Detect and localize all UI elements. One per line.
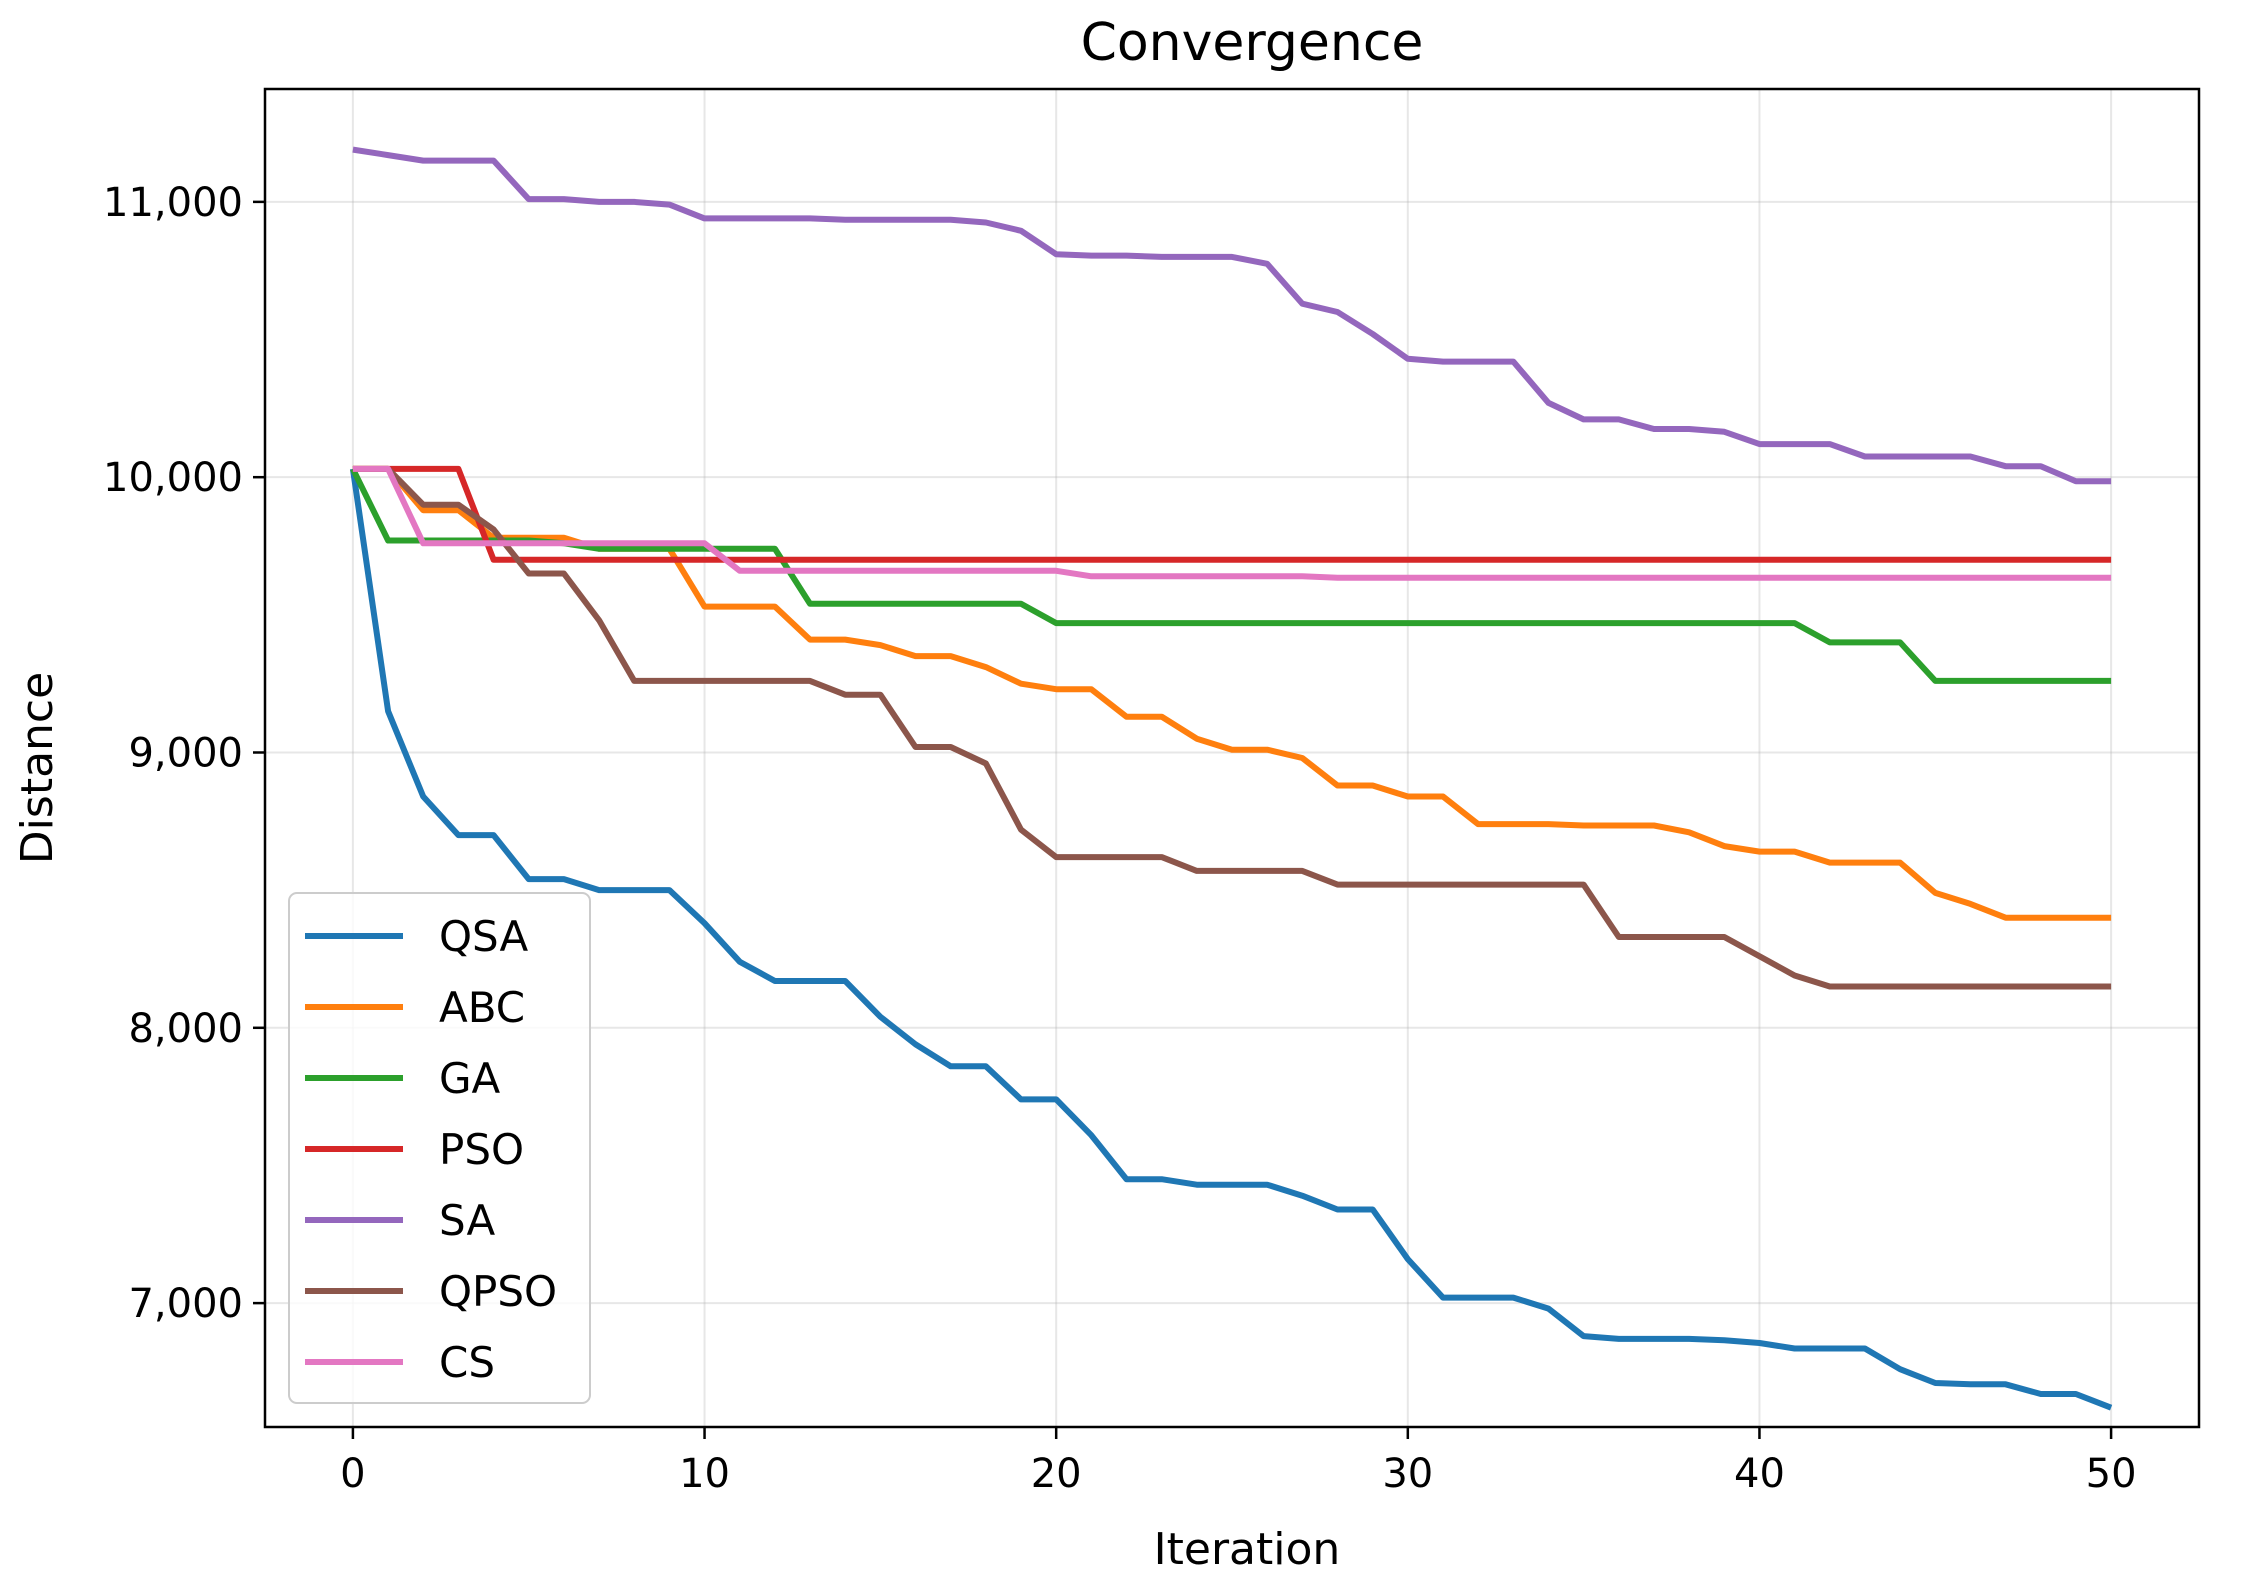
plot-lines [349, 146, 2113, 1411]
y-tick-label: 7,000 [128, 1281, 243, 1327]
y-tick-label: 11,000 [103, 180, 243, 226]
y-tick-label: 10,000 [103, 455, 243, 501]
legend-label-qpso: QPSO [439, 1267, 557, 1316]
plot-frame [263, 87, 2201, 1429]
legend-label-cs: CS [439, 1338, 495, 1387]
series-line-qsa [349, 468, 2113, 1411]
series-line-sa [352, 146, 2112, 485]
series-line-qpso [352, 465, 2112, 990]
x-tick-label: 50 [2086, 1451, 2137, 1497]
x-tick-label: 20 [1031, 1451, 1082, 1497]
legend-label-abc: ABC [439, 983, 525, 1032]
series-line-ga [350, 467, 2112, 684]
x-tick-label: 0 [340, 1451, 365, 1497]
legend-label-ga: GA [439, 1054, 501, 1103]
series-line-pso [352, 465, 2112, 563]
legend-label-qsa: QSA [439, 912, 528, 961]
y-tick-label: 9,000 [128, 730, 243, 776]
legend: QSA ABC GA PSO SA QPSO CS [288, 892, 591, 1404]
x-tick-label: 10 [679, 1451, 730, 1497]
series-line-cs [352, 465, 2112, 581]
x-axis-label: Iteration [1154, 1524, 1341, 1575]
legend-label-sa: SA [439, 1196, 495, 1245]
legend-box [288, 892, 591, 1404]
x-tick-label: 30 [1382, 1451, 1433, 1497]
y-tick-label: 8,000 [128, 1006, 243, 1052]
chart-title: Convergence [1081, 13, 1424, 73]
legend-label-pso: PSO [439, 1125, 524, 1174]
y-axis-label: Distance [12, 672, 63, 864]
x-tick-label: 40 [1734, 1451, 1785, 1497]
axis-ticks: 0 10 20 30 40 50 7,000 8,000 9,000 10,000 11,000 [103, 180, 2137, 1497]
